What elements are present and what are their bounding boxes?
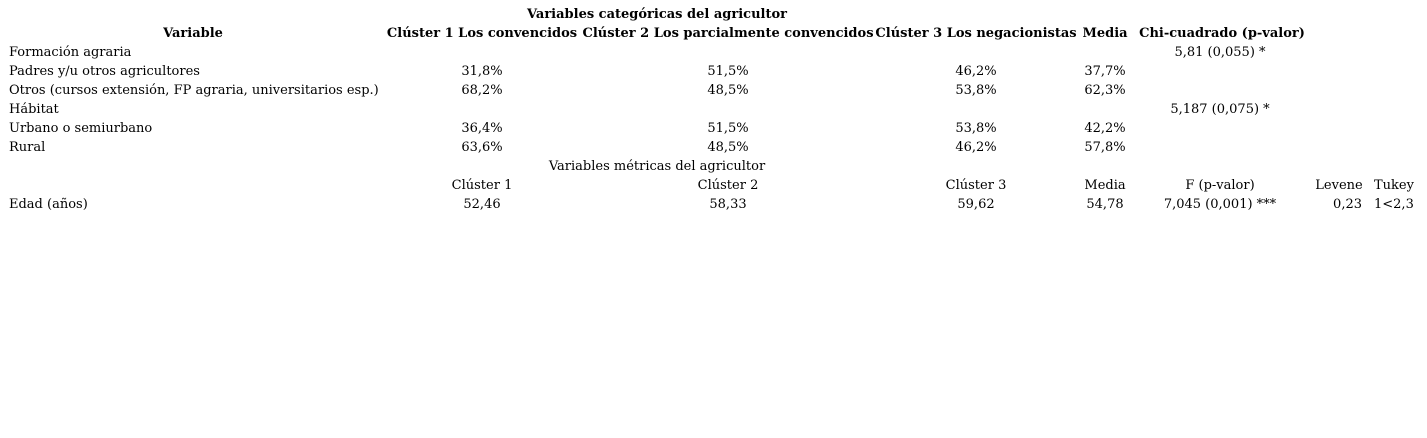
metric-header-levene: Levene — [1315, 178, 1363, 193]
table-title-metric: Variables métricas del agricultor — [548, 159, 766, 174]
header-chi-cuadrado: Chi-cuadrado (p-valor) — [1139, 26, 1305, 41]
metric-cell-cluster-1: 52,46 — [463, 197, 501, 212]
cell-cluster-3: 53,8% — [955, 121, 997, 136]
cell-cluster-3: 53,8% — [955, 83, 997, 98]
cell-media: 42,2% — [1084, 121, 1126, 136]
row-label: Formación agraria — [9, 45, 132, 60]
cell-cluster-1: 31,8% — [461, 64, 503, 79]
row-label: Urbano o semiurbano — [9, 121, 153, 136]
cell-cluster-2: 51,5% — [707, 64, 749, 79]
cell-cluster-2: 48,5% — [707, 83, 749, 98]
cell-cluster-1: 63,6% — [461, 140, 503, 155]
cell-cluster-3: 46,2% — [955, 140, 997, 155]
metric-header-tukey: Tukey — [1374, 178, 1414, 193]
metric-cell-cluster-3: 59,62 — [957, 197, 995, 212]
metric-cell-levene: 0,23 — [1333, 197, 1362, 212]
metric-cell-cluster-2: 58,33 — [709, 197, 747, 212]
cell-cluster-3: 46,2% — [955, 64, 997, 79]
metric-cell-media: 54,78 — [1086, 197, 1124, 212]
metric-header-media: Media — [1084, 178, 1126, 193]
cell-cluster-1: 36,4% — [461, 121, 503, 136]
metric-header-f: F (p-valor) — [1185, 178, 1255, 193]
cell-cluster-2: 48,5% — [707, 140, 749, 155]
cell-media: 37,7% — [1084, 64, 1126, 79]
header-media: Media — [1082, 26, 1128, 41]
header-cluster-2: Clúster 2 Los parcialmente convencidos — [582, 26, 874, 41]
header-cluster-3: Clúster 3 Los negacionistas — [875, 26, 1077, 41]
row-label: Rural — [9, 140, 46, 155]
metric-cell-tukey: 1<2,3 — [1374, 197, 1414, 212]
metric-header-cluster-1: Clúster 1 — [451, 178, 513, 193]
row-label: Padres y/u otros agricultores — [9, 64, 200, 79]
cell-chi: 5,187 (0,075) * — [1170, 102, 1270, 117]
metric-row-label: Edad (años) — [9, 197, 88, 212]
metric-cell-f: 7,045 (0,001) *** — [1163, 197, 1277, 212]
cell-media: 62,3% — [1084, 83, 1126, 98]
cell-chi: 5,81 (0,055) * — [1174, 45, 1266, 60]
cell-cluster-1: 68,2% — [461, 83, 503, 98]
header-cluster-1: Clúster 1 Los convencidos — [386, 26, 578, 41]
cell-media: 57,8% — [1084, 140, 1126, 155]
metric-header-cluster-3: Clúster 3 — [945, 178, 1007, 193]
cell-cluster-2: 51,5% — [707, 121, 749, 136]
header-variable: Variable — [163, 26, 223, 41]
metric-header-cluster-2: Clúster 2 — [697, 178, 759, 193]
table-title-categorical: Variables categóricas del agricultor — [527, 7, 787, 22]
row-label: Hábitat — [9, 102, 59, 117]
row-label: Otros (cursos extensión, FP agraria, uni… — [9, 83, 379, 98]
